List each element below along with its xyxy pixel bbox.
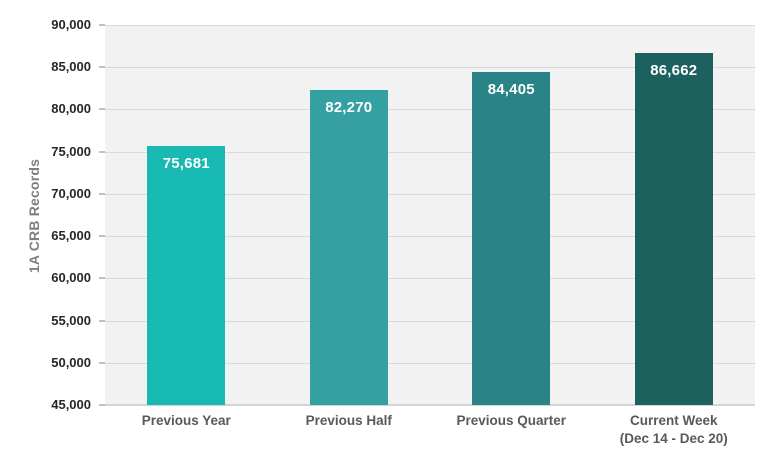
y-tick-mark <box>99 319 105 322</box>
y-tick-label: 70,000 <box>51 185 91 201</box>
y-tick-label: 75,000 <box>51 143 91 159</box>
gridline <box>105 109 755 111</box>
gridline <box>105 320 755 322</box>
x-category-label: Current Week (Dec 14 - Dec 20) <box>619 413 728 446</box>
x-category-label: Previous Year <box>141 413 231 428</box>
bar-value-label: 82,270 <box>325 99 373 117</box>
gridline <box>105 25 755 26</box>
x-category-label: Previous Quarter <box>456 413 567 428</box>
bar: 82,270 <box>309 90 388 405</box>
y-tick-mark <box>99 66 105 69</box>
y-tick-label: 60,000 <box>51 270 91 286</box>
bar-value-label: 84,405 <box>487 81 535 99</box>
bar: 86,662 <box>634 53 713 405</box>
bar-value-label: 75,681 <box>162 154 210 172</box>
gridline <box>105 193 755 195</box>
y-tick-mark <box>99 108 105 111</box>
y-tick-mark <box>99 361 105 364</box>
gridline <box>105 362 755 364</box>
y-tick-mark <box>99 277 105 280</box>
gridline <box>105 236 755 238</box>
y-tick-mark <box>99 235 105 238</box>
bar: 84,405 <box>472 72 551 405</box>
gridline <box>105 278 755 280</box>
y-tick-label: 55,000 <box>51 312 91 328</box>
gridline <box>105 67 755 69</box>
y-tick-label: 50,000 <box>51 354 91 370</box>
y-tick-mark <box>99 192 105 195</box>
gridline <box>105 151 755 153</box>
bar: 75,681 <box>147 145 226 405</box>
bar-value-label: 86,662 <box>650 62 698 80</box>
y-tick-label: 90,000 <box>51 17 91 32</box>
y-tick-label: 45,000 <box>51 397 91 412</box>
gridline <box>105 404 755 406</box>
y-tick-mark <box>99 24 105 26</box>
y-tick-mark <box>99 404 105 406</box>
y-tick-label: 85,000 <box>51 59 91 75</box>
x-category-label: Previous Half <box>305 413 392 428</box>
y-tick-mark <box>99 150 105 153</box>
y-tick-label: 65,000 <box>51 228 91 244</box>
y-tick-label: 80,000 <box>51 101 91 117</box>
